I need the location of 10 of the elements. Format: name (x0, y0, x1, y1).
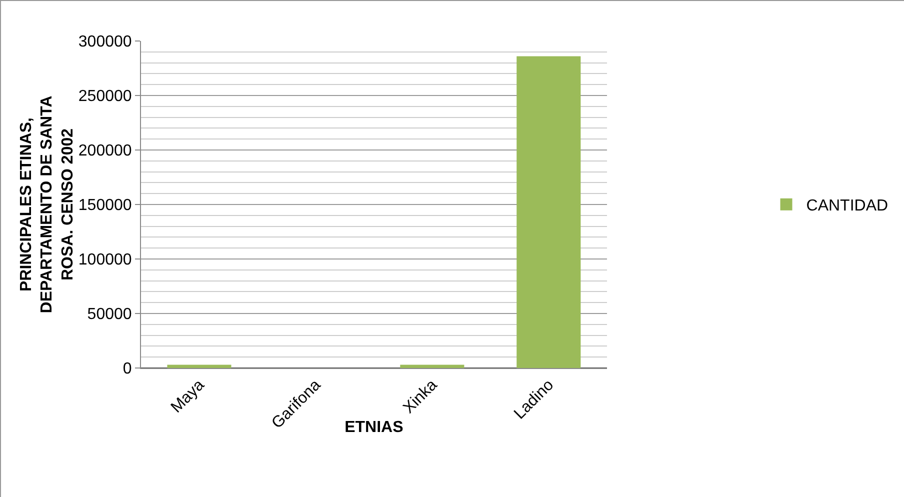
y-tick-label: 300000 (78, 34, 132, 51)
y-tick-label: 0 (122, 360, 132, 378)
y-tick-label: 150000 (78, 197, 132, 214)
x-axis-title: ETNIAS (344, 418, 404, 436)
y-tick-label: 50000 (87, 306, 132, 324)
legend-label: CANTIDAD (806, 198, 888, 215)
y-tick-label: 200000 (78, 142, 132, 160)
y-axis-title: PRINCIPALES ETINAS, DEPARTAMENTO DE SANTA ROSA. CENSO 2002 (18, 95, 76, 314)
y-tick-label: 100000 (78, 252, 132, 269)
y-tick-label: 250000 (78, 88, 132, 106)
